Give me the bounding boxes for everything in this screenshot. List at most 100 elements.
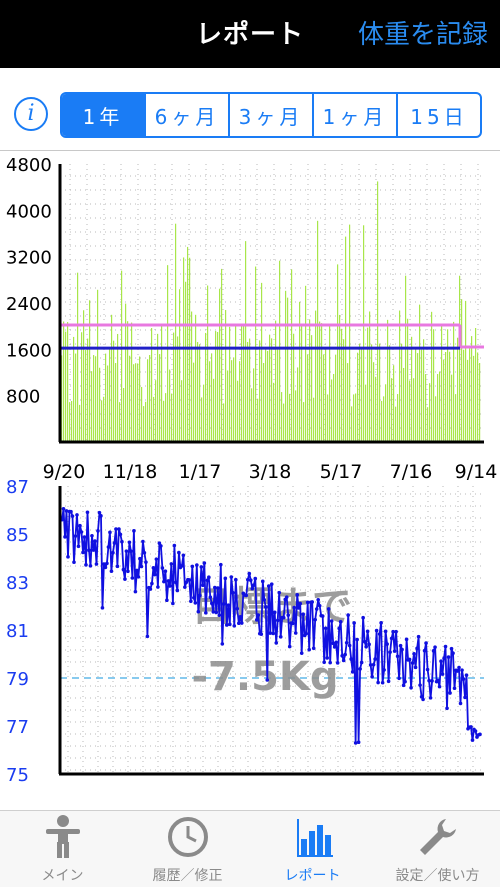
calorie-bar (175, 223, 177, 442)
tab-settings[interactable]: 設定／使い方 (375, 811, 500, 887)
weight-point (168, 584, 172, 588)
weight-point (144, 560, 148, 564)
calorie-bar (453, 321, 455, 442)
record-weight-button[interactable]: 体重を記録 (357, 20, 488, 50)
weight-point (233, 577, 238, 582)
weight-point (338, 620, 343, 624)
weight-point (181, 553, 186, 558)
calorie-bar (93, 355, 95, 442)
weight-point (202, 561, 207, 565)
calorie-bar (339, 314, 341, 442)
weight-point (394, 629, 398, 634)
weight-point (100, 606, 105, 610)
y-tick-label: 75 (6, 765, 29, 786)
calorie-bar (479, 362, 481, 442)
calorie-bar (459, 275, 461, 442)
calorie-bar (431, 311, 433, 442)
calorie-bar (109, 348, 111, 442)
weight-point (334, 640, 338, 645)
x-tick-label: 9/14 (455, 461, 498, 483)
weight-point (347, 643, 352, 648)
y-tick-label: 85 (6, 525, 29, 546)
period-tab-15-days[interactable]: 15日 (396, 94, 480, 136)
weight-point (192, 595, 196, 600)
weight-point (230, 590, 235, 595)
weight-point (344, 640, 349, 645)
calorie-bar (415, 348, 417, 442)
weight-point (310, 600, 315, 604)
weight-point (382, 668, 386, 672)
period-tab-1-month[interactable]: 1ヶ月 (312, 94, 396, 136)
weight-point (370, 674, 374, 679)
divider (0, 150, 500, 151)
calorie-bar (357, 352, 359, 442)
calorie-bar (279, 260, 281, 442)
weight-point (133, 589, 138, 594)
weight-point (440, 672, 445, 676)
calorie-bar (253, 368, 255, 442)
weight-point (73, 534, 78, 538)
calorie-bar (201, 397, 203, 442)
weight-point (325, 656, 329, 660)
calorie-bar (233, 357, 235, 442)
calorie-bar (159, 354, 161, 442)
clock-icon (158, 811, 218, 863)
weight-point (392, 649, 397, 653)
weight-point (78, 523, 82, 528)
calorie-bar (469, 345, 471, 442)
calorie-bar (381, 400, 383, 442)
y-tick-label: 2400 (6, 294, 52, 315)
tab-history[interactable]: 履歴／修正 (125, 811, 250, 887)
period-tab-1-year[interactable]: 1年 (62, 94, 144, 136)
weight-point (400, 647, 404, 652)
tab-main[interactable]: メイン (0, 811, 125, 887)
calorie-bar (181, 380, 183, 442)
calorie-bar (101, 400, 103, 442)
weight-point (368, 663, 373, 667)
weight-point (413, 665, 418, 670)
calorie-bar (115, 363, 117, 442)
info-icon[interactable]: i (14, 97, 48, 131)
weight-point (248, 578, 253, 583)
weight-point (386, 679, 391, 684)
weight-point (256, 613, 261, 617)
calorie-bar (63, 321, 65, 442)
weight-point (84, 563, 88, 567)
period-tab-6-months[interactable]: 6ヶ月 (144, 94, 228, 136)
x-tick-label: 1/17 (179, 461, 222, 483)
period-tab-label: 3ヶ月 (238, 104, 304, 129)
goal-remaining-value: -7.5Kg (191, 654, 338, 700)
calorie-bar (103, 396, 105, 442)
calorie-bar (227, 370, 229, 442)
weight-point (335, 661, 340, 665)
weight-point (407, 657, 412, 662)
weight-point (193, 601, 198, 605)
calorie-bar (449, 351, 451, 442)
weight-point (329, 619, 334, 623)
weight-point (272, 610, 277, 615)
weight-point (425, 667, 430, 672)
weight-point (379, 621, 383, 625)
weight-point (398, 643, 403, 648)
weight-point (175, 588, 180, 593)
weight-point (75, 513, 79, 517)
weight-point (208, 595, 213, 600)
calorie-bar (417, 353, 419, 442)
calorie-bar (245, 241, 247, 442)
x-tick-label: 9/20 (43, 461, 86, 483)
calorie-bar (237, 380, 239, 442)
weight-point (277, 590, 282, 595)
calorie-bar (437, 374, 439, 442)
calorie-bar (153, 396, 155, 442)
y-tick-label: 4000 (6, 201, 52, 222)
weight-point (349, 657, 353, 661)
weight-point (463, 695, 467, 700)
weight-point (162, 579, 166, 584)
tab-report[interactable]: レポート (250, 811, 375, 887)
calorie-bar (191, 311, 193, 442)
weight-point (265, 678, 270, 682)
period-tab-3-months[interactable]: 3ヶ月 (228, 94, 312, 136)
calorie-bar (187, 246, 189, 442)
weight-point (239, 621, 244, 625)
calorie-bar (405, 275, 407, 442)
